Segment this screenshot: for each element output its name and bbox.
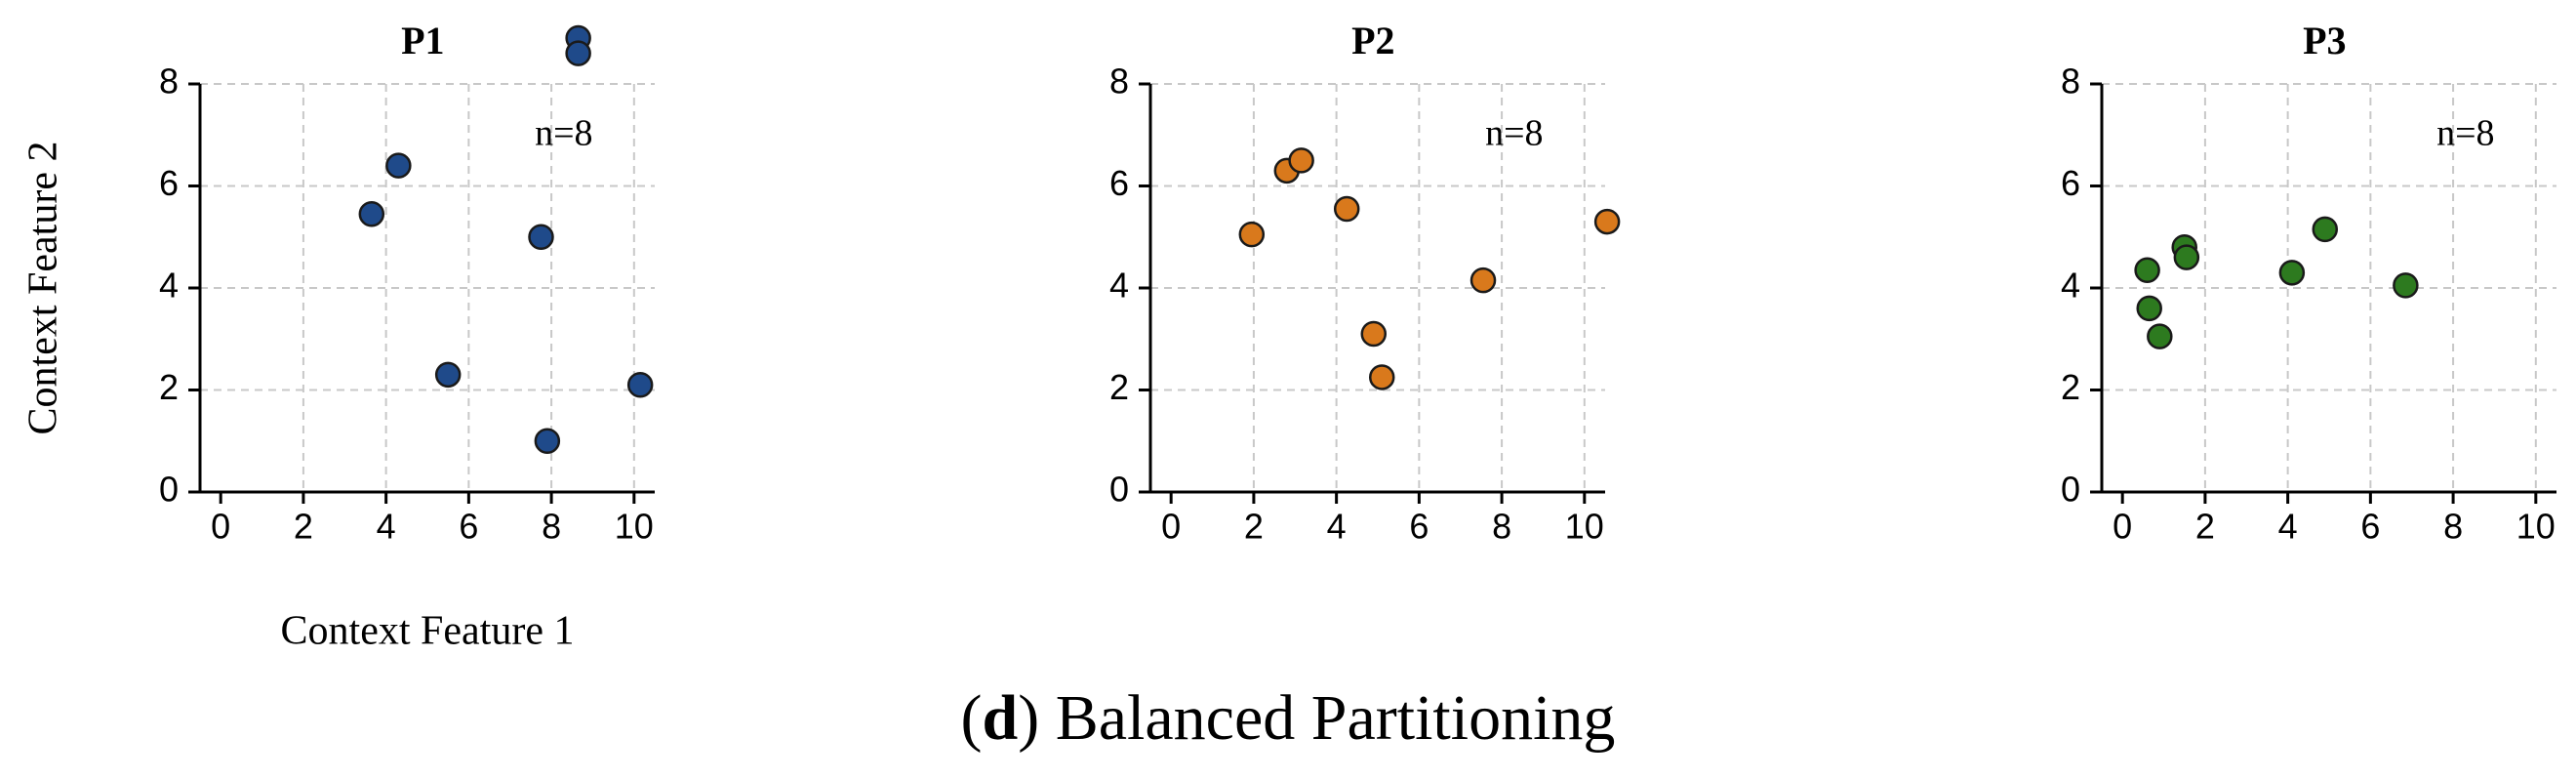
point: [2312, 216, 2339, 243]
y-tick-label: 8: [1109, 62, 1129, 102]
point: [626, 372, 654, 398]
point: [358, 200, 385, 227]
y-tick-label: 6: [1109, 163, 1129, 203]
x-tick-label: 10: [2516, 507, 2556, 547]
x-tick-label: 8: [1492, 507, 1511, 547]
point: [565, 40, 591, 66]
point: [2147, 323, 2173, 349]
point: [1333, 195, 1360, 223]
point: [534, 428, 561, 454]
point: [2136, 295, 2162, 322]
y-tick-label: 6: [159, 163, 179, 203]
panel-title: P2: [1351, 19, 1394, 62]
point: [385, 152, 412, 179]
annotation: n=8: [2436, 113, 2494, 154]
panel-title: P3: [2303, 19, 2346, 62]
x-tick-label: 0: [2113, 507, 2132, 547]
x-tick-label: 6: [1409, 507, 1429, 547]
x-tick-label: 6: [2360, 507, 2380, 547]
x-tick-label: 0: [211, 507, 230, 547]
y-tick-label: 4: [1109, 266, 1129, 306]
y-tick-label: 8: [2061, 62, 2080, 102]
x-tick-label: 2: [2195, 507, 2215, 547]
point: [1288, 147, 1314, 174]
x-tick-label: 8: [542, 507, 561, 547]
x-tick-label: 2: [294, 507, 313, 547]
point: [1238, 221, 1266, 248]
caption-text: ) Balanced Partitioning: [1018, 682, 1615, 754]
y-tick-label: 4: [159, 266, 179, 306]
point: [2173, 244, 2200, 270]
annotation: n=8: [1485, 113, 1543, 154]
y-tick-label: 4: [2061, 266, 2080, 306]
x-tick-label: 4: [2278, 507, 2298, 547]
point: [2134, 257, 2160, 283]
x-tick-label: 4: [1327, 507, 1347, 547]
annotation: n=8: [535, 113, 592, 154]
point: [2278, 260, 2306, 286]
caption: (d) Balanced Partitioning: [961, 682, 1616, 754]
y-tick-label: 0: [1109, 470, 1129, 510]
point: [434, 361, 462, 389]
x-axis-label: Context Feature 1: [281, 609, 575, 654]
x-tick-label: 4: [377, 507, 396, 547]
y-tick-label: 8: [159, 62, 179, 102]
point: [1368, 364, 1395, 390]
caption-label: d: [983, 682, 1019, 754]
x-tick-label: 0: [1161, 507, 1181, 547]
x-tick-label: 8: [2443, 507, 2463, 547]
x-tick-label: 10: [615, 507, 654, 547]
y-tick-label: 0: [2061, 470, 2080, 510]
y-tick-label: 6: [2061, 163, 2080, 203]
point: [1593, 208, 1621, 235]
caption-open: (: [961, 682, 983, 754]
y-axis-label: Context Feature 2: [21, 142, 66, 435]
point: [1469, 266, 1497, 294]
point: [2393, 272, 2419, 299]
x-tick-label: 6: [459, 507, 478, 547]
x-tick-label: 10: [1565, 507, 1604, 547]
point: [528, 224, 554, 250]
y-tick-label: 2: [159, 367, 179, 407]
y-tick-label: 2: [2061, 367, 2080, 407]
y-tick-label: 2: [1109, 367, 1129, 407]
panel-title: P1: [401, 19, 444, 62]
point: [1360, 320, 1388, 348]
y-tick-label: 0: [159, 470, 179, 510]
x-tick-label: 2: [1244, 507, 1264, 547]
